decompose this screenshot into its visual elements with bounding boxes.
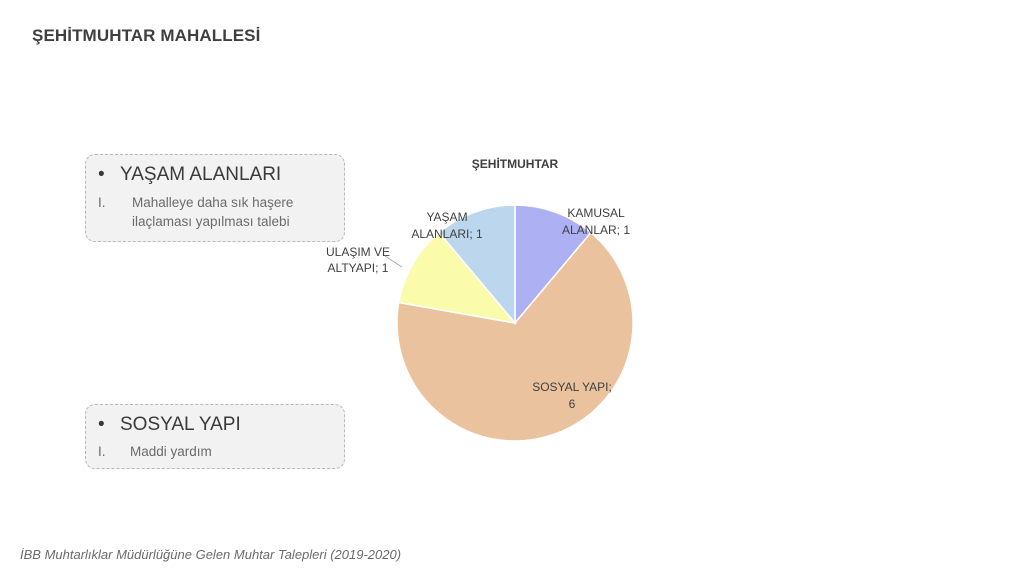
pie-slice (396, 231, 634, 442)
category-heading: • SOSYAL YAPI (98, 414, 241, 436)
page-title: ŞEHİTMUHTAR MAHALLESİ (32, 26, 261, 45)
request-number: I. (98, 444, 106, 459)
pie-slice (514, 204, 592, 326)
request-number: I. (98, 195, 106, 210)
request-item: I. Maddi yardım (98, 442, 330, 461)
category-box-sosyal-yapi: • SOSYAL YAPI I. Maddi yardım (85, 404, 345, 469)
slice-label: ULAŞIM VE ALTYAPI; 1 (326, 245, 390, 275)
category-heading-text: YAŞAM ALANLARI (120, 164, 282, 185)
slice-label: SOSYAL YAPI; 6 (532, 380, 612, 411)
pie-labels: KAMUSAL ALANLAR; 1 SOSYAL YAPI; 6 ULAŞIM VE A… (326, 206, 630, 411)
pie-slices (396, 204, 634, 442)
pie-slice (397, 231, 517, 325)
slice-label: YAŞAM ALANLARI; 1 (411, 210, 483, 241)
request-text: Mahalleye daha sık haşere ilaçlaması yap… (132, 195, 294, 229)
request-item: I. Mahalleye daha sık haşere ilaçlaması … (98, 193, 332, 231)
category-box-yasam-alanlari: • YAŞAM ALANLARI I. Mahalleye daha sık ha… (85, 154, 345, 242)
bullet-icon: • (98, 164, 105, 185)
chart-title: ŞEHİTMUHTAR (472, 156, 559, 171)
pie-slice (438, 204, 516, 326)
leader-line (384, 255, 403, 268)
request-text: Maddi yardım (130, 444, 212, 459)
category-heading-text: SOSYAL YAPI (120, 414, 241, 435)
category-heading: • YAŞAM ALANLARI (98, 164, 281, 186)
source-footnote: İBB Muhtarlıklar Müdürlüğüne Gelen Muhta… (20, 547, 402, 562)
slice-label: KAMUSAL ALANLAR; 1 (562, 206, 630, 237)
bullet-icon: • (98, 414, 105, 435)
